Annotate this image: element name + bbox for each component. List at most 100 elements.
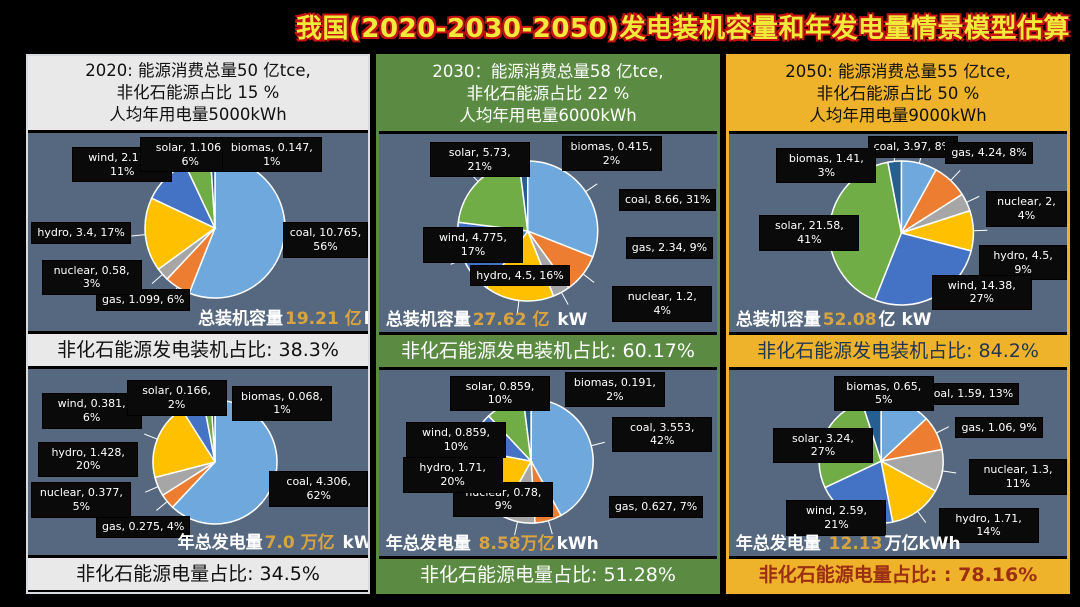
total-prefix: 总装机容量 <box>735 310 821 330</box>
pie-label-hydro: hydro, 4.5, 9% <box>979 244 1067 281</box>
leader-line <box>585 183 598 193</box>
energy-pie-chart-2030: 年总发电量 8.58万亿 kWh coal, 3.553, 42% gas, 0.6… <box>379 370 717 556</box>
leader-line <box>514 521 519 536</box>
header-line: 非化石能源占比 15 % <box>116 82 280 102</box>
panel-2020: 2020: 能源消费总量50 亿tce, 非化石能源占比 15 % 人均年用电量… <box>26 54 370 594</box>
pie-label-nuclear: nuclear, 2, 4% <box>985 191 1067 227</box>
energy-total-2030: 年总发电量 8.58万亿 kWh <box>386 529 599 554</box>
pie-label-coal: coal, 10.765, 56% <box>283 222 368 258</box>
leader-line <box>145 486 159 493</box>
leader-line <box>131 234 146 237</box>
pie-slice-hydro <box>144 197 217 271</box>
total-value: 7.0 万亿 <box>264 533 335 553</box>
pie <box>815 147 988 310</box>
energy-pie-chart-2050: 年总发电量 12.13 万亿kWh coal, 1.59, 13% gas, 1.0… <box>729 370 1067 556</box>
pie-label-gas: gas, 4.24, 8% <box>945 141 1033 164</box>
header-line: 非化石能源占比 22 % <box>466 83 630 103</box>
header-line: 人均年用电量6000kWh <box>459 106 637 126</box>
leader-line <box>917 511 927 523</box>
energy-total-2050: 年总发电量 12.13 万亿kWh <box>736 529 961 554</box>
pie-label-biomas: biomas, 0.65, 5% <box>833 375 934 412</box>
page-title: 我国(2020-2030-2050)发电装机容量和年发电量情景模型估算 <box>296 14 1070 44</box>
leader-line <box>151 273 163 284</box>
pie <box>144 386 286 525</box>
panel-2030: 2030：能源消费总量58 亿tce, 非化石能源占比 22 % 人均年用电量6… <box>376 54 720 594</box>
pie-label-wind: wind, 2.59, 21% <box>786 500 887 536</box>
pie-slice-biomas <box>887 160 903 234</box>
leader-line <box>966 195 980 203</box>
pie-label-biomas: biomas, 0.068, 1% <box>232 385 332 422</box>
capacity-pie-chart-2030: 总装机容量 27.62 亿 kW coal, 8.66, 31% gas, 2.34… <box>379 134 717 332</box>
total-value: 12.13 <box>828 534 883 554</box>
pie-label-solar: solar, 3.24, 27% <box>772 427 873 464</box>
total-prefix: 年总发电量 <box>385 534 477 554</box>
header-line: 2050: 能源消费总量55 亿tce, <box>785 61 1011 81</box>
pie-label-coal: coal, 3.553, 42% <box>612 416 713 452</box>
energy-share-2050: 非化石能源电量占比: : 78.16% <box>729 559 1067 591</box>
leader-line <box>516 300 520 315</box>
total-value: 52.08 <box>822 310 877 330</box>
total-prefix: 总装机容量 <box>198 309 283 329</box>
total-value: 19.21 亿 <box>285 309 362 329</box>
pie-label-nuclear: nuclear, 1.3, 11% <box>968 459 1067 495</box>
pie-label-wind: wind, 14.38, 27% <box>931 274 1032 311</box>
header-line: 非化石能源占比 50 % <box>816 83 980 103</box>
energy-share-2020: 非化石能源电量占比: 34.5% <box>28 558 368 590</box>
panel-2050: 2050: 能源消费总量55 亿tce, 非化石能源占比 50 % 人均年用电量… <box>726 54 1070 594</box>
pie-label-coal: coal, 1.59, 13% <box>921 383 1020 405</box>
leader-line <box>547 520 553 535</box>
leader-line <box>582 273 595 283</box>
header-line: 2020: 能源消费总量50 亿tce, <box>85 60 311 80</box>
pie-slice-hydro <box>880 459 937 523</box>
pie-label-biomas: biomas, 0.147, 1% <box>221 136 322 173</box>
header-line: 人均年用电量9000kWh <box>809 106 987 126</box>
pie-label-gas: gas, 1.06, 9% <box>955 416 1043 439</box>
pie-label-hydro: hydro, 4.5, 16% <box>470 264 570 287</box>
capacity-share-2050: 非化石能源发电装机占比: 84.2% <box>729 335 1067 367</box>
header-line: 人均年用电量5000kWh <box>109 105 287 125</box>
pie-label-nuclear: nuclear, 0.377, 5% <box>31 482 132 518</box>
pie-slice-coal <box>526 160 599 258</box>
pie-label-wind: wind, 0.859, 10% <box>406 422 507 458</box>
total-prefix: 总装机容量 <box>385 310 471 330</box>
pie-label-coal: coal, 3.97, 8% <box>867 135 959 158</box>
leader-line <box>942 470 957 474</box>
pie-label-nuclear: nuclear, 0.78, 9% <box>453 481 554 518</box>
panel-2030-header: 2030：能源消费总量58 亿tce, 非化石能源占比 22 % 人均年用电量6… <box>379 57 717 131</box>
total-suffix: kW <box>364 309 368 329</box>
pie-label-nuclear: nuclear, 1.2, 4% <box>612 286 713 322</box>
pie-label-biomas: biomas, 0.415, 2% <box>561 135 662 172</box>
pie-label-nuclear: nuclear, 0.58, 3% <box>41 259 142 296</box>
total-suffix: 万亿kWh <box>884 534 961 554</box>
total-suffix: kWh <box>556 534 599 554</box>
leader-line <box>156 501 168 511</box>
total-suffix: kWh <box>342 533 368 553</box>
pie-label-solar: solar, 0.166, 2% <box>126 380 227 416</box>
capacity-total-2050: 总装机容量 52.08 亿 kW <box>736 305 932 330</box>
pie-label-biomas: biomas, 1.41, 3% <box>776 147 877 184</box>
pie-label-coal: coal, 8.66, 31% <box>618 189 717 212</box>
pie-label-hydro: hydro, 1.428, 20% <box>38 441 139 478</box>
pie-label-wind: wind, 4.775, 17% <box>422 227 523 263</box>
pie-label-solar: solar, 5.73, 21% <box>429 141 530 178</box>
total-suffix: kW <box>551 310 588 330</box>
capacity-total-2030: 总装机容量 27.62 亿 kW <box>386 305 588 330</box>
pie-label-biomas: biomas, 0.191, 2% <box>564 371 665 408</box>
leader-line <box>591 441 605 447</box>
pie-label-solar: solar, 21.58, 41% <box>759 215 860 251</box>
pie-label-gas: gas, 0.275, 4% <box>96 515 191 538</box>
leader-line <box>936 426 950 434</box>
total-prefix: 年总发电量 <box>735 534 827 554</box>
pie-label-hydro: hydro, 1.71, 14% <box>938 507 1039 544</box>
capacity-pie-chart-2050: 总装机容量 52.08 亿 kW coal, 3.97, 8% gas, 4.24, … <box>729 134 1067 332</box>
pie-label-coal: coal, 4.306, 62% <box>269 471 368 507</box>
header-line: 2030：能源消费总量58 亿tce, <box>432 61 664 81</box>
pie-label-hydro: hydro, 1.71, 20% <box>402 457 503 493</box>
pie-label-gas: gas, 0.627, 7% <box>608 496 704 519</box>
pie-label-hydro: hydro, 3.4, 17% <box>31 222 131 244</box>
